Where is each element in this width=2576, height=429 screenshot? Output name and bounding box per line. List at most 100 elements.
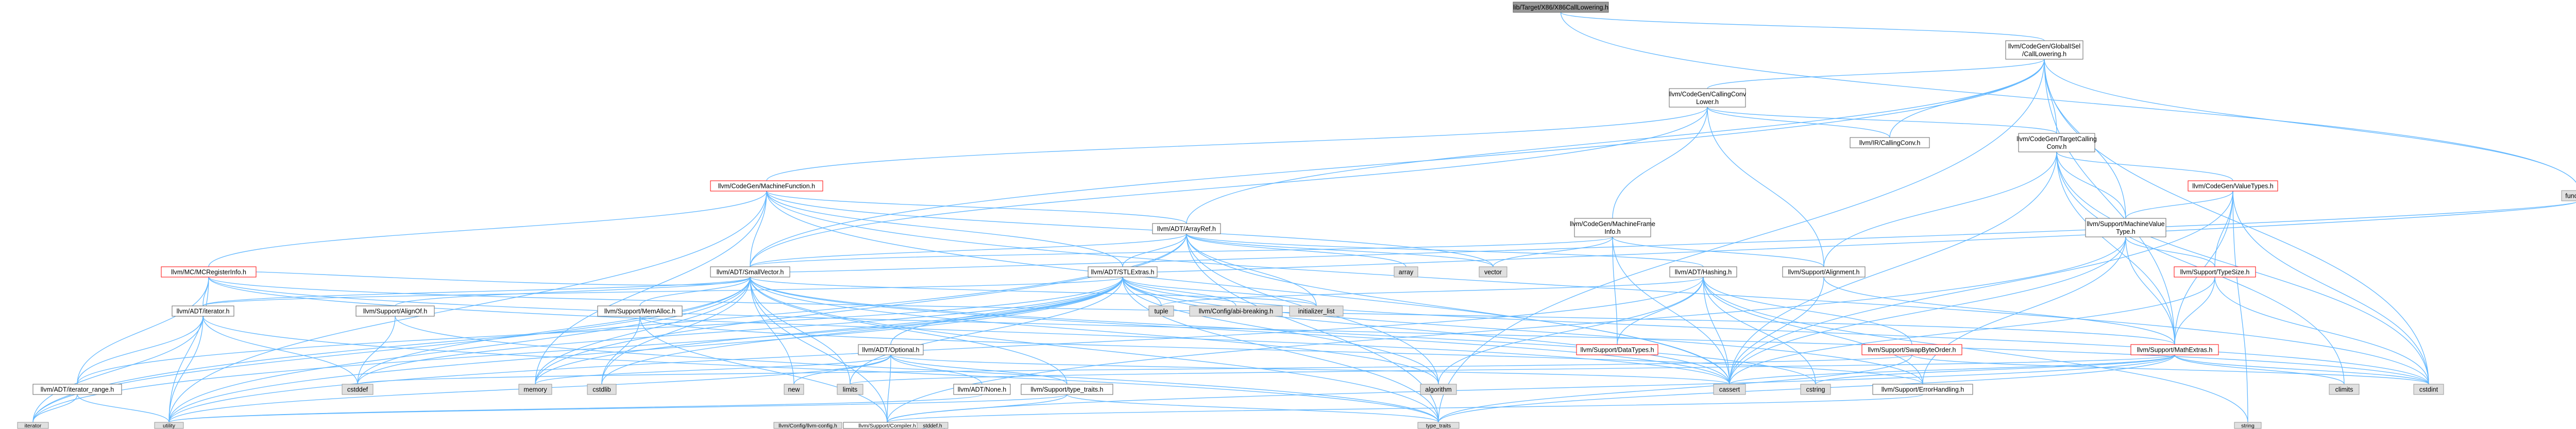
svg-text:limits: limits xyxy=(843,386,857,393)
node-mcregisterinfo[interactable]: llvm/MC/MCRegisterInfo.h xyxy=(161,266,257,278)
edge-tcc-to-cassert xyxy=(1729,151,2057,385)
node-cstring[interactable]: cstring xyxy=(1800,384,1831,395)
edge-mfi-to-dtypes xyxy=(1612,236,1618,345)
node-type-traits[interactable]: type_traits xyxy=(1417,422,1460,429)
edge-smv-to-cstdlib xyxy=(601,277,751,385)
node-memory[interactable]: memory xyxy=(518,384,552,395)
node-machinefunction[interactable]: llvm/CodeGen/MachineFunction.h xyxy=(710,180,823,192)
edge-iter-to-cstddef xyxy=(202,316,358,385)
node-ir-callingconv[interactable]: llvm/IR/CallingConv.h xyxy=(1850,137,1930,148)
node-valuetypes[interactable]: llvm/CodeGen/ValueTypes.h xyxy=(2188,180,2278,192)
edge-ccl-to-tcc xyxy=(1707,107,2057,134)
node-compiler[interactable]: llvm/Support/Compiler.h xyxy=(843,422,931,429)
edge-hashing-to-swap xyxy=(1703,277,1912,345)
node-arrayref[interactable]: llvm/ADT/ArrayRef.h xyxy=(1152,223,1221,234)
node-alignment[interactable]: llvm/Support/Alignment.h xyxy=(1782,266,1866,278)
edge-hashing-to-cassert xyxy=(1703,277,1730,385)
svg-text:array: array xyxy=(1399,269,1414,276)
node-array[interactable]: array xyxy=(1394,266,1418,278)
svg-text:llvm/Support/TypeSize.h: llvm/Support/TypeSize.h xyxy=(2180,269,2250,276)
node-new[interactable]: new xyxy=(784,384,804,395)
node-smallvector[interactable]: llvm/ADT/SmallVector.h xyxy=(710,266,790,278)
node-cstdlib[interactable]: cstdlib xyxy=(587,384,617,395)
node-string[interactable]: string xyxy=(2234,422,2262,429)
edge-align-to-mathx xyxy=(1823,277,2175,345)
node-functional[interactable]: functional xyxy=(2561,190,2576,201)
node-typesize[interactable]: llvm/Support/TypeSize.h xyxy=(2174,266,2256,278)
edge-gisel-to-irccl xyxy=(1889,59,2045,138)
node-support-type-traits[interactable]: llvm/Support/type_traits.h xyxy=(1021,384,1113,395)
node-stddef[interactable]: stddef.h xyxy=(917,422,948,429)
node-errorhandling[interactable]: llvm/Support/ErrorHandling.h xyxy=(1872,384,1973,395)
node-optional[interactable]: llvm/ADT/Optional.h xyxy=(858,344,924,355)
node-swapbyteorder[interactable]: llvm/Support/SwapByteOrder.h xyxy=(1861,344,1962,355)
svg-text:algorithm: algorithm xyxy=(1425,386,1451,393)
svg-text:cstdint: cstdint xyxy=(2419,386,2438,393)
edge-mfi-to-vector xyxy=(1493,236,1613,267)
edge-mvt-to-tsize xyxy=(2125,236,2215,267)
node-hashing[interactable]: llvm/ADT/Hashing.h xyxy=(1669,266,1737,278)
edge-typetraits-to-utility xyxy=(168,394,1067,423)
edge-stl-to-cstdlib xyxy=(601,277,1123,385)
node-stlextras[interactable]: llvm/ADT/STLExtras.h xyxy=(1088,266,1158,278)
node-limits[interactable]: limits xyxy=(837,384,863,395)
edge-gisel-to-cstdint xyxy=(2044,59,2429,385)
edge-aref-to-cassert xyxy=(1186,233,1730,385)
node-mathextras[interactable]: llvm/Support/MathExtras.h xyxy=(2130,344,2219,355)
edge-alignof-to-stdtraits xyxy=(395,316,1439,423)
svg-text:llvm/Support/DataTypes.h: llvm/Support/DataTypes.h xyxy=(1580,347,1654,354)
svg-text:Conv.h: Conv.h xyxy=(2047,143,2067,150)
edge-aref-to-array xyxy=(1186,233,1406,267)
node-globalisel-calllowering[interactable]: llvm/CodeGen/GlobalISel/CallLowering.h xyxy=(2005,40,2083,60)
edge-mfi-to-smv xyxy=(750,236,1613,267)
nodes-layer: lib/Target/X86/X86CallLowering.h llvm/Co… xyxy=(17,2,2576,429)
node-memalloc[interactable]: llvm/Support/MemAlloc.h xyxy=(597,305,683,317)
node-climits[interactable]: climits xyxy=(2329,384,2360,395)
edge-optional-to-typetraits xyxy=(890,354,1067,385)
svg-text:vector: vector xyxy=(1484,269,1502,276)
svg-text:llvm/ADT/ArrayRef.h: llvm/ADT/ArrayRef.h xyxy=(1157,226,1216,233)
node-abi-breaking[interactable]: llvm/Config/abi-breaking.h xyxy=(1189,305,1283,317)
edge-mathx-to-limits xyxy=(850,354,2175,385)
edge-mf-to-memory xyxy=(535,191,767,385)
node-algorithm[interactable]: algorithm xyxy=(1420,384,1457,395)
svg-text:string: string xyxy=(2241,423,2255,429)
svg-text:tuple: tuple xyxy=(1154,308,1168,315)
node-iterator-range[interactable]: llvm/ADT/iterator_range.h xyxy=(32,384,122,395)
edge-ccl-to-irccl xyxy=(1707,107,1890,138)
edge-tcc-to-mvt xyxy=(2056,151,2126,219)
node-adt-iterator[interactable]: llvm/ADT/iterator.h xyxy=(172,305,234,317)
svg-text:llvm/CodeGen/ValueTypes.h: llvm/CodeGen/ValueTypes.h xyxy=(2192,183,2274,190)
node-vector[interactable]: vector xyxy=(1479,266,1507,278)
node-root[interactable]: lib/Target/X86/X86CallLowering.h xyxy=(1513,2,1609,13)
node-llvm-config[interactable]: llvm/Config/llvm-config.h xyxy=(773,422,842,429)
edge-ccl-to-align xyxy=(1707,107,1824,267)
node-cstdint[interactable]: cstdint xyxy=(2413,384,2444,395)
node-iterator[interactable]: iterator xyxy=(17,422,49,429)
edge-smv-to-initlist xyxy=(750,277,1317,306)
edge-mcri-to-smv xyxy=(256,271,751,286)
edge-mvt-to-mathx xyxy=(2125,236,2175,345)
edge-typetraits-to-stdtraits xyxy=(1066,394,1439,423)
node-none[interactable]: llvm/ADT/None.h xyxy=(953,384,1011,395)
edge-alignof-to-cstddef xyxy=(357,316,396,385)
node-tuple[interactable]: tuple xyxy=(1148,305,1174,317)
edge-stl-to-optional xyxy=(890,277,1123,345)
edge-mathx-to-climits xyxy=(2174,354,2345,385)
edge-errh-to-compiler xyxy=(887,394,1923,423)
edge-smv-to-cstddef xyxy=(357,277,751,385)
svg-text:utility: utility xyxy=(163,423,176,429)
node-alignof[interactable]: llvm/Support/AlignOf.h xyxy=(355,305,435,317)
svg-text:llvm/CodeGen/MachineFunction.h: llvm/CodeGen/MachineFunction.h xyxy=(718,183,815,190)
edge-tsize-to-mathx xyxy=(2174,277,2215,345)
node-datatypes[interactable]: llvm/Support/DataTypes.h xyxy=(1576,344,1658,355)
node-utility[interactable]: utility xyxy=(154,422,184,429)
node-initializer-list[interactable]: initializer_list xyxy=(1289,305,1344,317)
edge-smv-to-algorithm xyxy=(750,277,1439,385)
node-cstddef[interactable]: cstddef xyxy=(342,384,374,395)
node-cassert[interactable]: cassert xyxy=(1713,384,1746,395)
